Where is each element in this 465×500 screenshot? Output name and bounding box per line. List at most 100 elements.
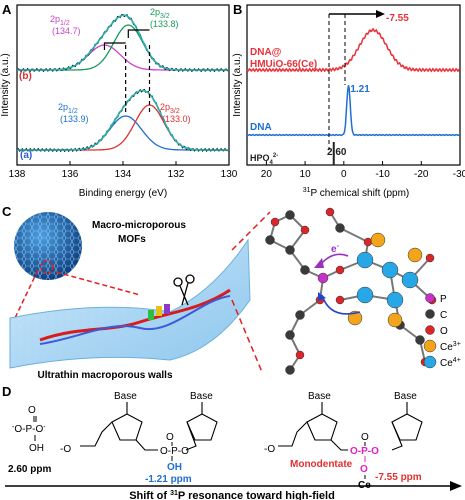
atom-ce3 [370,232,386,248]
dna-strand [39,288,231,342]
atom-ce4 [386,291,404,309]
panel-a-letter: A [2,2,12,17]
atom-c [415,335,425,345]
atom-o [300,225,310,235]
panel-b-xlabel: 31P chemical shift (ppm) [303,187,410,199]
base-label-4: Base [394,391,417,402]
molecular-structure [265,207,437,375]
electron-arrow [319,253,349,266]
atom-c [285,245,295,255]
ppm-label-1: 2.60 ppm [8,464,51,475]
legend-label: O [440,326,448,337]
atom-c [285,210,295,220]
atom-c [335,223,345,233]
curve-b-2p32 [17,24,228,71]
svg-text:-O-P-O-: -O-P-O- [12,424,46,435]
atom-o [325,207,335,217]
atom-o [335,265,345,275]
trace-label-dna-mof-2: HMUiO-66(Ce) [250,59,317,70]
panel-d-letter: D [2,384,11,399]
panel-b-tick: -10 [375,169,390,180]
dna-strand-2 [39,295,231,345]
base-purple [164,304,170,314]
atom-o [335,295,345,305]
atom-o [425,253,435,263]
svg-text:O: O [28,405,36,416]
atom-ce3 [387,312,403,328]
dna-backbone-right [278,402,423,451]
curve-b-2p12 [17,44,228,71]
peak-value-hpo4: 2.60 [327,147,347,158]
curve-a-2p32 [17,104,228,151]
peak-value-dna: -1.21 [347,84,370,95]
phosphate-ion: O -O-P-O- OH [12,405,46,454]
trace-label-hpo4: HPO42- [250,153,278,166]
panel-b-ylabel: Intensity (a.u.) [232,53,243,116]
atom-c [295,310,305,320]
shift-axis-label: Shift of 31P resonance toward high-field [129,490,335,500]
a-bracket-2 [127,29,150,38]
panel-b-tick: 20 [261,169,273,180]
panel-b-curves [246,28,461,165]
panel-a-tick: 130 [221,169,238,180]
phosphate-middle: O-P-O [160,446,189,457]
atom-ce4 [401,271,419,289]
panel-a-tick: 132 [168,169,185,180]
panel-b-x-ticks: 20 10 0 -10 -20 -30 [261,161,465,180]
trace-dna [246,85,460,137]
monodentate-label: Monodentate [290,459,353,470]
a-bracket-1 [103,42,126,50]
base-label-1: Base [114,391,137,402]
svg-text:2p3/2: 2p3/2 [160,102,180,115]
scissors-icon [173,274,195,306]
zoom-circle [40,260,54,274]
atom-ce3 [347,310,363,326]
peak-label-b-2p32: 2p3/2 (133.8) [150,7,179,29]
shift-arrowhead [376,10,385,18]
atom-p [317,272,329,284]
atom-ce4 [381,261,399,279]
peak-label-a-2p32: 2p3/2 (133.0) [160,102,191,124]
atom-o [270,217,280,227]
panel-a-label-b: (b) [19,71,32,82]
ppm-label-2: -1.21 ppm [145,474,192,485]
peak-label-a-2p12: 2p1/2 (133.9) [58,102,89,124]
svg-text:2p3/2: 2p3/2 [150,7,170,20]
svg-text:2p1/2: 2p1/2 [58,102,78,115]
atom-c [265,235,275,245]
svg-text:O: O [360,464,368,475]
panel-a-ylabel: Intensity (a.u.) [0,53,11,116]
panel-c: C Macro-microporous MOFs [2,204,461,381]
panel-d: D O -O-P-O- OH 2.60 ppm Base Base O-P-O … [2,384,462,500]
svg-text:-O: -O [60,444,71,455]
base-label-2: Base [190,391,213,402]
curve-a-2p12 [17,115,228,151]
legend-swatch [423,355,437,369]
svg-text:O: O [166,432,174,443]
electron-label: e- [331,243,340,255]
svg-text:(133.0): (133.0) [162,114,191,124]
panel-a-label-a: (a) [20,150,32,161]
panel-c-title-1: Macro-microporous [92,220,186,231]
panel-c-walls-label: Ultrathin macroporous walls [37,370,172,381]
legend-label: Ce3+ [440,341,461,353]
atom-o [295,350,305,360]
dna-backbone-middle [80,402,218,451]
legend-swatch [425,309,435,319]
panel-b-tick: 0 [341,169,347,180]
panel-a-curves [16,13,229,153]
panel-a-tick: 134 [115,169,132,180]
svg-text:(134.7): (134.7) [52,26,81,36]
curve-a-fit [17,89,228,151]
trace-label-dna-mof-1: DNA@ [250,47,282,58]
mof-sphere-pores [14,212,82,280]
atom-c [285,330,295,340]
zoom-line-left [14,269,39,319]
phosphate-right: O-P-O [350,446,379,457]
legend-label: C [440,310,447,321]
atom-ce4 [356,251,374,269]
legend-swatch [425,293,435,303]
panel-b: B Intensity (a.u.) 31P chemical shift (p… [232,2,465,199]
panel-a: A Intensity (a.u.) Binding energy (eV) 1… [0,2,238,199]
panel-a-x-ticks: 138 136 134 132 130 [9,161,238,180]
